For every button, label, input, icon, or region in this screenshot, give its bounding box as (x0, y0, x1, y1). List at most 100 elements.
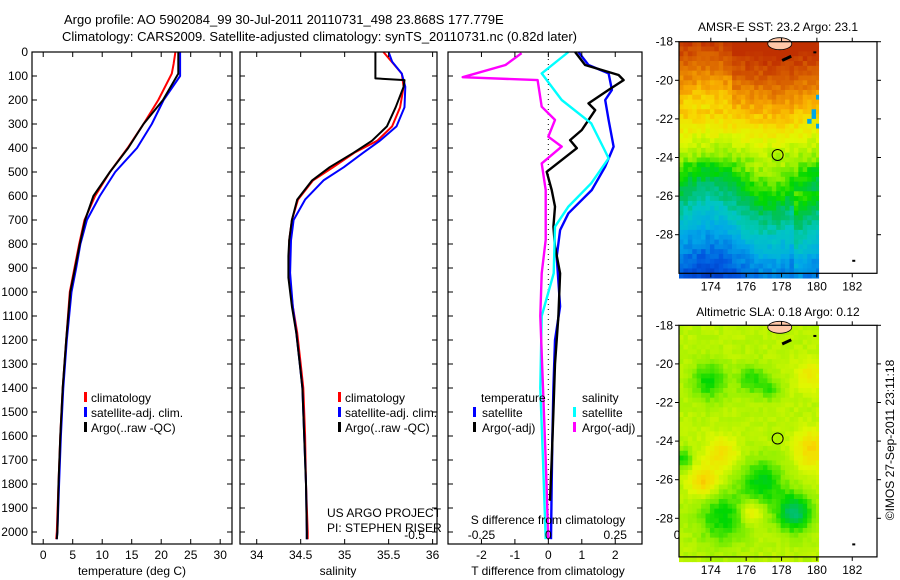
map-cell (696, 225, 702, 231)
map-cell (776, 494, 782, 500)
map-cell (780, 547, 786, 553)
map-cell (705, 397, 711, 403)
map-cell (802, 363, 808, 370)
map-cell (771, 239, 777, 245)
map-cell (776, 518, 782, 524)
map-cell (727, 513, 733, 519)
map-cell (696, 109, 702, 115)
map-cell (776, 167, 782, 173)
map-cell (758, 152, 764, 158)
map-cell (749, 234, 755, 240)
y-tick-label: 1300 (1, 357, 28, 371)
lat-tick-label: -20 (656, 357, 674, 371)
map-cell (718, 41, 724, 47)
map-cell (705, 123, 711, 129)
map-cell (811, 152, 817, 158)
map-cell (692, 56, 698, 62)
map-cell (793, 508, 799, 514)
map-cell (816, 157, 820, 163)
map-cell (714, 89, 720, 96)
map-cell (692, 273, 698, 279)
map-cell (740, 392, 746, 399)
map-cell (692, 450, 698, 456)
map-cell (754, 455, 759, 461)
map-cell (705, 412, 711, 418)
map-cell (723, 547, 729, 553)
lat-tick-label: -26 (656, 473, 674, 487)
map-cell (780, 114, 786, 120)
map-cell (798, 416, 804, 423)
map-cell (709, 89, 715, 96)
map-cell (718, 118, 724, 125)
map-cell (780, 383, 786, 389)
map-cell (785, 330, 790, 336)
map-cell (754, 239, 759, 245)
map-cell (687, 552, 693, 558)
map-cell (718, 479, 724, 485)
map-cell (785, 181, 790, 187)
map-cell (701, 167, 706, 173)
map-cell (692, 51, 698, 57)
map-cell (696, 41, 702, 47)
map-cell (696, 460, 702, 466)
map-cell (736, 157, 742, 163)
map-cell (811, 383, 817, 389)
map-cell (816, 249, 820, 255)
map-cell (811, 109, 817, 115)
map-cell (705, 152, 711, 158)
map-cell (811, 470, 817, 476)
map-cell (762, 229, 768, 236)
map-cell (736, 383, 742, 389)
map-cell (758, 220, 764, 226)
map-cell (802, 80, 808, 86)
map-cell (807, 552, 812, 558)
map-cell (696, 191, 702, 197)
map-cell (723, 368, 729, 374)
map-cell (776, 75, 782, 81)
map-cell (679, 56, 684, 62)
map-cell (767, 133, 773, 139)
map-cell (785, 503, 790, 510)
map-cell (727, 455, 733, 461)
map-cell (727, 383, 733, 389)
map-cell (723, 494, 729, 500)
map-cell (780, 61, 786, 67)
map-cell (687, 56, 693, 62)
map-cell (758, 349, 764, 355)
map-cell (754, 220, 759, 226)
map-cell (745, 392, 751, 399)
map-cell (679, 426, 684, 432)
legend-label-climatology: climatology (91, 391, 151, 405)
map-cell (780, 143, 786, 149)
map-cell (758, 229, 764, 236)
map-cell (771, 114, 777, 120)
profile-line-s-satellite (539, 51, 610, 540)
map-cell (701, 109, 706, 115)
map-cell (705, 176, 711, 183)
map-cell (780, 363, 786, 370)
map-cell (749, 470, 755, 476)
map-cell (692, 215, 698, 221)
map-cell (679, 249, 684, 255)
map-cell (776, 503, 782, 510)
map-cell (736, 85, 742, 91)
x-tick-label: 20 (155, 548, 169, 562)
map-cell (736, 441, 742, 447)
map-cell (687, 508, 693, 514)
map-cell (701, 128, 706, 134)
map-cell (749, 229, 755, 236)
map-cell (802, 244, 808, 250)
map-cell (807, 431, 812, 437)
map-cell (789, 412, 795, 418)
map-cell (692, 234, 698, 240)
map-cell (709, 547, 715, 553)
map-cell (696, 445, 702, 452)
map-cell (802, 210, 808, 216)
map-cell (762, 167, 768, 173)
map-cell (780, 205, 786, 211)
map-cell (785, 489, 790, 495)
map-cell (701, 552, 706, 558)
map-cell (749, 85, 755, 91)
map-cell (793, 162, 799, 168)
map-cell (745, 109, 751, 115)
